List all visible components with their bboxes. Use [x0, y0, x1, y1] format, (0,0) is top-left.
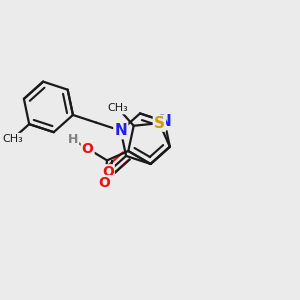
Text: N: N — [158, 114, 171, 129]
Text: H: H — [68, 134, 78, 146]
Text: O: O — [99, 176, 110, 190]
Text: CH₃: CH₃ — [108, 103, 129, 113]
Text: O: O — [102, 165, 114, 179]
Text: O: O — [82, 142, 94, 156]
Text: S: S — [154, 116, 165, 130]
Text: N: N — [114, 123, 127, 138]
Text: CH₃: CH₃ — [2, 134, 23, 144]
